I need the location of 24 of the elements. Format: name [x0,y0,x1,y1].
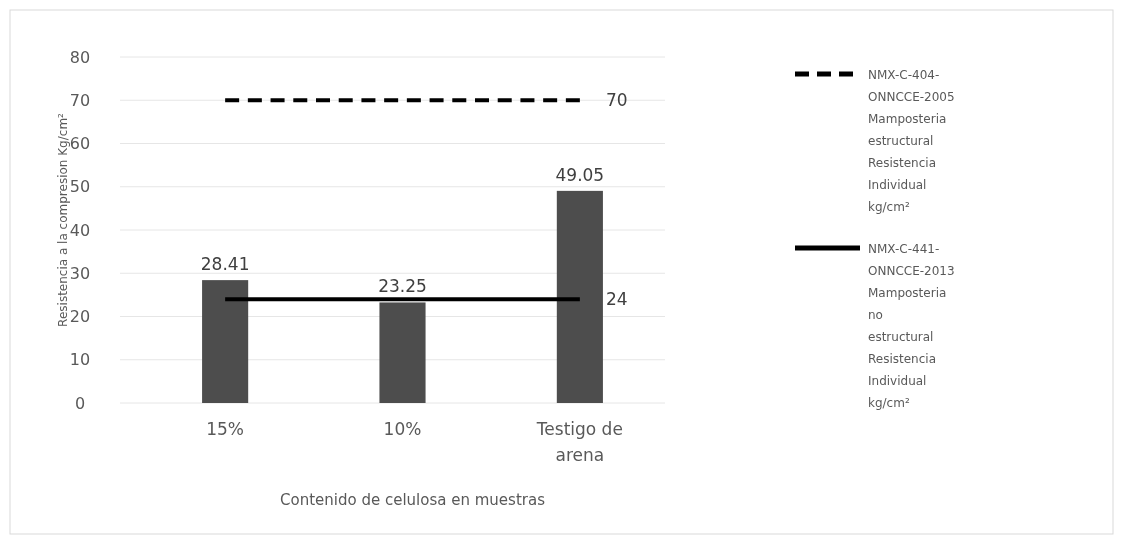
bar [556,190,603,403]
y-tick-label: 30 [69,263,91,283]
x-tick-label: 15% [206,419,245,439]
data-label: 70 [605,90,628,111]
x-tick-label: Testigo de arena [535,419,623,465]
data-label: 49.05 [555,164,605,185]
data-label: 28.41 [200,254,250,275]
x-tick-label: 10% [383,419,422,439]
text: NMX-C-404-ONNCCE-2005 Mamposteria estructural Resistencia Individual kg/cm² [868,68,955,214]
y-axis-title: Resistencia a la compresion Kg/cm² [56,112,70,327]
data-label: 23.25 [378,276,427,297]
y-tick-label: 70 [69,90,91,110]
y-tick-label: 10 [69,350,91,370]
x-axis-title: Contenido de celulosa en muestras [280,491,546,509]
data-label: 24 [605,289,628,310]
y-tick-label: 80 [69,47,91,67]
y-tick-label: 40 [69,220,91,240]
y-tick-label: 60 [69,134,91,154]
bar [379,302,426,403]
text: NMX-C-441-ONNCCE-2013 Mamposteria no estructural Resistencia Individual kg/cm² [868,242,955,410]
y-tick-label: 20 [69,307,91,327]
y-tick-label: 50 [69,177,91,197]
bar [202,280,249,403]
y-tick-label: 0 [74,393,86,413]
